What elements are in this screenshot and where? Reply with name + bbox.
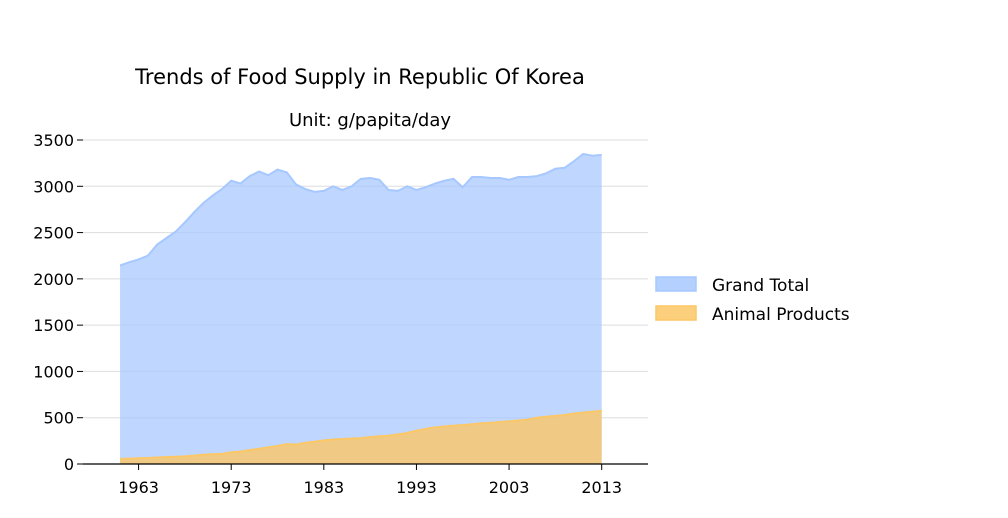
area-line-series-0 (119, 152, 602, 267)
legend: Grand Total Animal Products (655, 276, 850, 325)
area-line-series-1 (120, 409, 602, 460)
y-tick-label: 3500 (33, 131, 74, 150)
chart-title: Trends of Food Supply in Republic Of Kor… (134, 65, 585, 89)
x-tick-label: 1993 (396, 478, 437, 497)
y-tick-label: 3000 (33, 177, 74, 196)
x-tick-label: 1973 (211, 478, 252, 497)
legend-swatch (655, 276, 697, 292)
legend-label: Animal Products (712, 305, 850, 325)
chart-subtitle: Unit: g/papita/day (289, 110, 451, 131)
y-tick-label: 1500 (33, 316, 74, 335)
x-axis-ticks: 1963 1973 1983 1993 2003 2013 (118, 464, 622, 497)
x-tick-label: 2003 (489, 478, 530, 497)
x-tick-label: 2013 (581, 478, 622, 497)
y-tick-label: 2000 (33, 270, 74, 289)
area-fill-series-0 (120, 153, 602, 464)
y-tick-label: 2500 (33, 224, 74, 243)
plot-areas (119, 152, 602, 464)
x-tick-label: 1983 (303, 478, 344, 497)
x-tick-label: 1963 (118, 478, 159, 497)
y-axis-ticks: 0 500 1000 1500 2000 2500 3000 3500 (33, 131, 83, 474)
y-tick-label: 0 (64, 455, 74, 474)
legend-label: Grand Total (712, 276, 809, 296)
legend-swatch (655, 305, 697, 321)
y-tick-label: 1000 (33, 362, 74, 381)
y-tick-label: 500 (43, 409, 74, 428)
